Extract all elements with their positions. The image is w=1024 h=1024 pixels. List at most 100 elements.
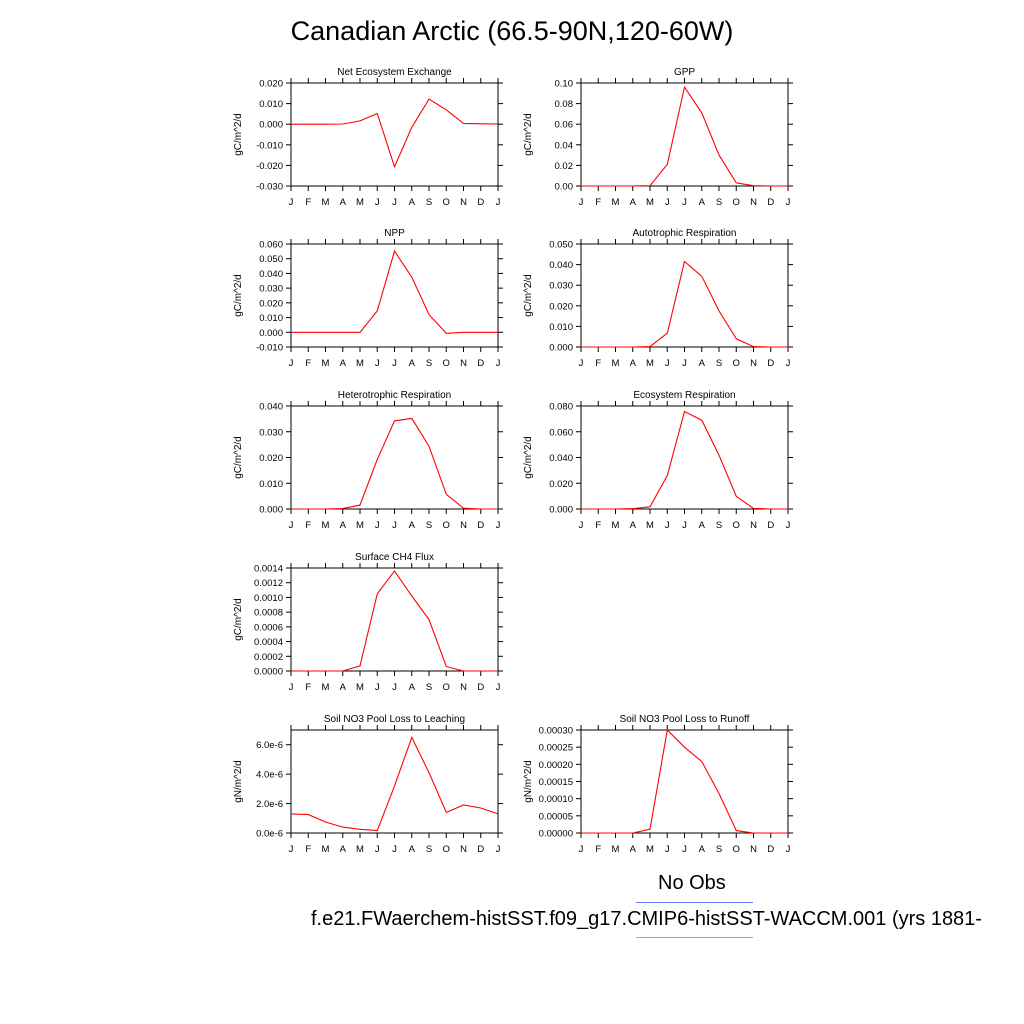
x-tick-label: M — [646, 197, 654, 208]
x-tick-label: A — [409, 844, 416, 855]
x-tick-label: F — [305, 197, 311, 208]
y-tick-label: 0.00030 — [539, 726, 573, 737]
plot-frame — [290, 729, 499, 834]
x-tick-label: N — [460, 682, 467, 693]
y-tick-label: 0.040 — [259, 402, 283, 413]
x-tick-label: M — [322, 197, 330, 208]
y-tick-label: 0.00025 — [539, 743, 573, 754]
y-tick-label: 0.0014 — [254, 564, 283, 575]
x-tick-label: F — [305, 520, 311, 531]
y-tick-label: 0.050 — [549, 240, 573, 251]
x-tick-label: D — [477, 520, 484, 531]
x-tick-label: J — [375, 197, 380, 208]
series-line — [291, 98, 499, 169]
y-tick-label: 0.020 — [549, 301, 573, 312]
x-tick-label: J — [665, 844, 670, 855]
y-tick-label: 0.00010 — [539, 794, 573, 805]
x-tick-label: F — [305, 844, 311, 855]
x-tick-label: O — [733, 844, 740, 855]
x-tick-label: J — [786, 520, 791, 531]
panel-title: Surface CH4 Flux — [355, 552, 434, 563]
y-tick-label: 0.0008 — [254, 608, 283, 619]
y-axis-label: gC/m^2/d — [233, 598, 244, 641]
x-tick-label: D — [477, 197, 484, 208]
legend-model-label: f.e21.FWaerchem-histSST.f09_g17.CMIP6-hi… — [311, 908, 982, 930]
x-tick-label: A — [630, 358, 637, 369]
y-tick-label: 0.020 — [259, 453, 283, 464]
y-tick-label: 0.08 — [555, 99, 574, 110]
y-tick-label: 0.06 — [555, 120, 574, 131]
x-tick-label: O — [443, 520, 450, 531]
x-tick-label: O — [443, 682, 450, 693]
y-tick-label: 0.10 — [555, 79, 574, 90]
x-tick-label: A — [340, 844, 347, 855]
y-tick-label: 0.0000 — [254, 667, 283, 678]
y-tick-label: -0.030 — [256, 182, 283, 193]
x-tick-label: J — [496, 844, 501, 855]
legend-model-line — [636, 937, 753, 938]
x-tick-label: F — [595, 520, 601, 531]
x-tick-label: J — [496, 358, 501, 369]
y-axis-label: gC/m^2/d — [233, 436, 244, 479]
x-tick-label: J — [289, 520, 294, 531]
x-tick-label: N — [750, 520, 757, 531]
x-tick-label: J — [682, 197, 687, 208]
x-tick-label: O — [733, 358, 740, 369]
plot-frame — [580, 729, 789, 834]
x-tick-label: J — [579, 520, 584, 531]
y-axis-label: gC/m^2/d — [523, 274, 534, 317]
series-line — [581, 85, 788, 187]
x-tick-label: D — [767, 520, 774, 531]
panel-6: Surface CH4 Flux gC/m^2/d 0.0014 0.0012 0.00… — [233, 552, 503, 693]
x-tick-label: A — [630, 197, 637, 208]
y-axis-label: gN/m^2/d — [523, 760, 534, 803]
x-tick-label: J — [786, 844, 791, 855]
x-tick-label: J — [496, 520, 501, 531]
y-tick-label: 0.020 — [259, 298, 283, 309]
x-tick-label: N — [460, 844, 467, 855]
x-tick-label: A — [409, 197, 416, 208]
x-tick-label: S — [426, 520, 432, 531]
y-tick-label: 0.00020 — [539, 760, 573, 771]
legend-obs-label: No Obs — [658, 872, 726, 894]
panel-8: Soil NO3 Pool Loss to Leaching gN/m^2/d 6.… — [233, 714, 503, 855]
panel-0: Net Ecosystem Exchange gC/m^2/d 0.020 0.010… — [233, 67, 503, 208]
y-tick-label: 0.080 — [549, 402, 573, 413]
y-tick-label: 0.000 — [259, 505, 283, 516]
x-tick-label: M — [612, 197, 620, 208]
x-tick-label: S — [426, 844, 432, 855]
y-axis-label: gC/m^2/d — [233, 274, 244, 317]
y-tick-label: 0.0010 — [254, 593, 283, 604]
x-tick-label: M — [322, 844, 330, 855]
series-line — [291, 569, 498, 672]
y-tick-label: 0.010 — [259, 479, 283, 490]
x-tick-label: M — [646, 844, 654, 855]
x-tick-label: M — [356, 844, 364, 855]
x-tick-label: J — [682, 520, 687, 531]
x-tick-label: D — [477, 682, 484, 693]
x-tick-label: F — [305, 682, 311, 693]
series-line — [581, 260, 788, 348]
x-tick-label: F — [595, 197, 601, 208]
y-tick-label: 0.000 — [549, 505, 573, 516]
y-tick-label: 0.040 — [549, 453, 573, 464]
plot-frame — [290, 243, 499, 348]
x-tick-label: A — [409, 520, 416, 531]
x-tick-label: N — [750, 197, 757, 208]
plot-frame — [580, 243, 789, 348]
x-tick-label: D — [477, 358, 484, 369]
x-tick-label: M — [322, 520, 330, 531]
x-tick-label: D — [767, 844, 774, 855]
x-tick-label: J — [786, 197, 791, 208]
x-tick-label: J — [392, 358, 397, 369]
x-tick-label: D — [477, 844, 484, 855]
x-tick-label: M — [612, 844, 620, 855]
x-tick-label: M — [322, 682, 330, 693]
series-line — [291, 249, 498, 334]
y-tick-label: 0.020 — [259, 79, 283, 90]
x-tick-label: M — [612, 358, 620, 369]
plot-frame — [580, 82, 789, 187]
x-tick-label: J — [665, 520, 670, 531]
